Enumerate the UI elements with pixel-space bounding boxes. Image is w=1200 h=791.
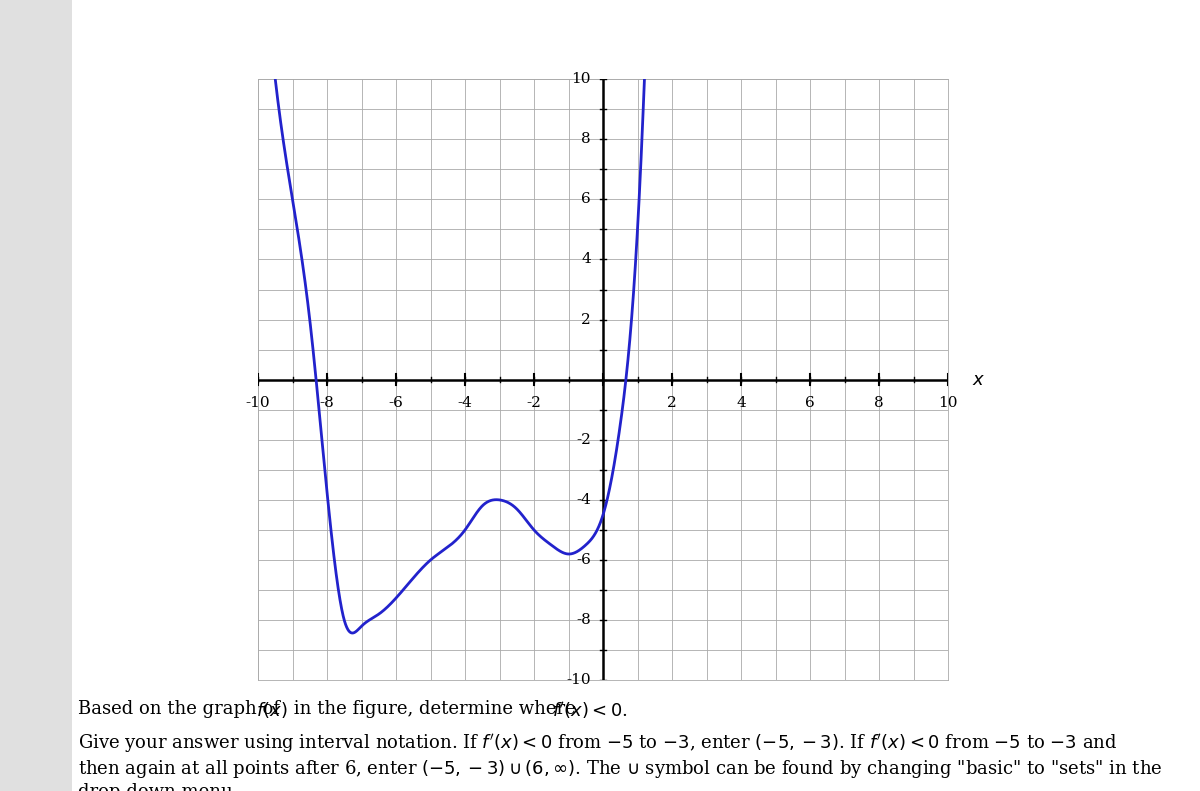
Text: Give your answer using interval notation. If $f'(x) < 0$ from $-5$ to $-3$, ente: Give your answer using interval notation… (78, 732, 1117, 755)
Text: then again at all points after 6, enter $(-5, -3) \cup (6, \infty)$. The $\cup$ : then again at all points after 6, enter … (78, 758, 1163, 780)
Text: -6: -6 (576, 553, 590, 567)
Text: -8: -8 (576, 613, 590, 627)
Text: 10: 10 (571, 72, 590, 86)
Text: drop-down menu.: drop-down menu. (78, 783, 239, 791)
Text: -2: -2 (527, 396, 541, 411)
Text: -6: -6 (389, 396, 403, 411)
Text: 10: 10 (938, 396, 958, 411)
Text: 8: 8 (581, 132, 590, 146)
Text: 4: 4 (581, 252, 590, 267)
Text: 2: 2 (581, 312, 590, 327)
Text: $x$: $x$ (972, 371, 985, 388)
Text: -2: -2 (576, 433, 590, 447)
Text: in the figure, determine where: in the figure, determine where (288, 700, 582, 718)
Text: -10: -10 (246, 396, 270, 411)
Text: $f(x)$: $f(x)$ (256, 700, 287, 720)
Text: -8: -8 (319, 396, 335, 411)
Text: 2: 2 (667, 396, 677, 411)
Text: -10: -10 (566, 673, 590, 687)
Text: -4: -4 (576, 493, 590, 507)
Text: 6: 6 (581, 192, 590, 206)
Text: Based on the graph of: Based on the graph of (78, 700, 286, 718)
Text: 6: 6 (805, 396, 815, 411)
Text: $f'(x) < 0$.: $f'(x) < 0$. (552, 700, 628, 721)
Text: -4: -4 (457, 396, 473, 411)
Text: 8: 8 (874, 396, 884, 411)
Text: 4: 4 (736, 396, 746, 411)
